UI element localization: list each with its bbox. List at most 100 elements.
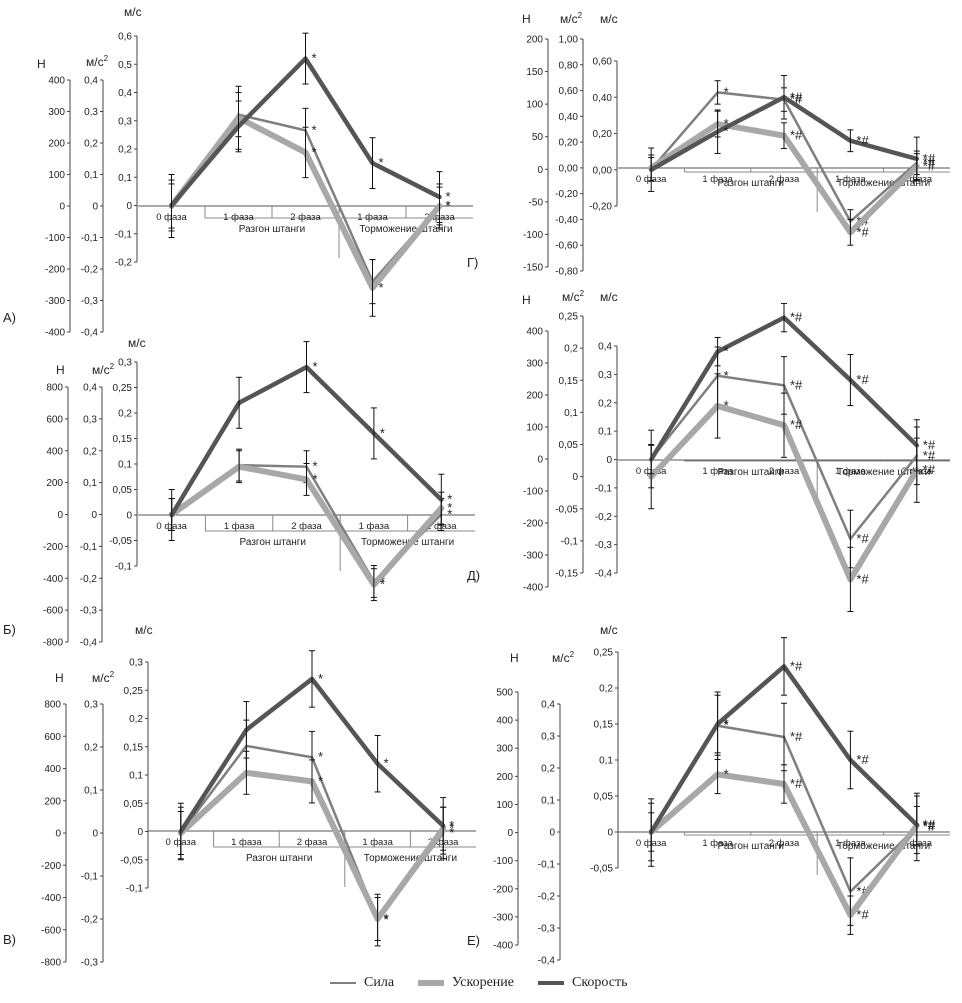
tick-label-a: -0,2 <box>81 915 99 926</box>
tick-label-a: 0,2 <box>84 139 98 150</box>
tick-label-a: 0,80 <box>559 60 579 71</box>
tick-label-N: 0 <box>537 165 543 176</box>
tick-label-a: 0,40 <box>559 112 579 123</box>
significance-mark-acceleration: * <box>447 500 452 515</box>
tick-label-N: 300 <box>48 107 65 118</box>
tick-label-N: -600 <box>41 925 61 936</box>
tick-label-v: -0,1 <box>595 483 613 494</box>
tick-label-N: -50 <box>529 197 544 208</box>
category-label: 1 фаза <box>702 838 733 849</box>
category-group-label: Торможение штанги <box>837 841 930 852</box>
axis-unit-a: м/с2 <box>552 650 575 665</box>
tick-label-a: 0,1 <box>541 796 555 807</box>
tick-label-N: -400 <box>45 328 65 339</box>
significance-mark-acceleration: *# <box>790 776 803 791</box>
category-label: 2 фаза <box>769 174 800 185</box>
chart-panel-2: 800 600 400 200 0 -200 -400 -600 -800 Н 0,4 0,3 0,2 0… <box>3 336 475 649</box>
category-group-label: Разгон штанги <box>718 467 784 478</box>
category-label: 1 фаза <box>835 838 866 849</box>
tick-label-v: 0,2 <box>599 684 613 695</box>
significance-mark-velocity: *# <box>856 372 869 387</box>
tick-label-N: -200 <box>41 861 61 872</box>
category-group-label: Разгон штанги <box>239 224 305 235</box>
tick-label-N: -300 <box>523 551 543 562</box>
tick-label-v: 0 <box>137 827 143 838</box>
category-group-label: Торможение штанги <box>364 853 457 864</box>
axis-unit-N: Н <box>510 651 519 665</box>
category-label: 1 фаза <box>357 212 388 223</box>
significance-mark-force: * <box>724 368 729 383</box>
tick-label-N: 400 <box>46 446 63 457</box>
tick-label-a: -0,3 <box>538 924 556 935</box>
significance-mark-velocity: * <box>446 189 451 204</box>
significance-mark-acceleration: *# <box>790 128 803 143</box>
significance-mark-velocity: * <box>384 756 389 771</box>
tick-label-a: -0,1 <box>561 536 579 547</box>
tick-label-a: 0,1 <box>564 408 578 419</box>
tick-label-a: 0,4 <box>541 700 555 711</box>
axis-unit-v: м/с <box>600 12 618 26</box>
legend-item-velocity: Скорость <box>537 975 627 991</box>
tick-label-a: -0,1 <box>538 860 556 871</box>
tick-label-N: 400 <box>48 76 65 87</box>
significance-mark-velocity: * <box>318 671 323 686</box>
tick-label-v: -0,4 <box>595 569 613 580</box>
figure-panels: 4003002001000-100-200-300-400Н0,40,30,20… <box>3 5 950 969</box>
axis-unit-a: м/с2 <box>562 289 585 304</box>
tick-label-a: -0,05 <box>555 504 578 515</box>
significance-mark-velocity: * <box>380 425 385 440</box>
tick-label-N: 0 <box>537 455 543 466</box>
significance-mark-force: * <box>724 84 729 99</box>
significance-mark-force: *# <box>856 531 869 546</box>
significance-mark-force: *# <box>790 377 803 392</box>
axis-unit-a: м/с2 <box>92 362 115 377</box>
panel-label: Д) <box>467 568 480 583</box>
significance-mark-velocity: * <box>724 124 729 139</box>
category-label: 2 фаза <box>297 837 328 848</box>
tick-label-v: 0 <box>607 828 613 839</box>
significance-mark-acceleration: * <box>318 773 323 788</box>
tick-label-a: -0,4 <box>538 956 556 967</box>
tick-label-N: -200 <box>45 265 65 276</box>
significance-mark-force: * <box>380 573 385 588</box>
tick-label-a: -0,3 <box>80 606 98 617</box>
axis-unit-v: м/с <box>135 623 153 637</box>
chart-panel-3: 800 600 400 200 0 -200 -400 -600 -800 Н 0,3 0,2 0,1 0… <box>3 623 476 969</box>
significance-mark-force: *# <box>923 819 936 834</box>
significance-mark-acceleration: * <box>379 280 384 295</box>
tick-label-v: -0,1 <box>126 884 144 895</box>
tick-label-N: 150 <box>526 67 543 78</box>
significance-mark-force: * <box>313 459 318 474</box>
significance-mark-acceleration: * <box>724 398 729 413</box>
tick-label-N: 0 <box>55 829 61 840</box>
tick-label-a: 0 <box>572 472 578 483</box>
tick-label-a: -0,1 <box>81 872 99 883</box>
tick-label-v: 0,1 <box>118 460 132 471</box>
significance-mark-velocity: *# <box>790 658 803 673</box>
legend-item-acceleration: Ускорение <box>418 975 514 991</box>
tick-label-a: 0 <box>91 510 97 521</box>
tick-label-N: 200 <box>48 139 65 150</box>
significance-mark-velocity: *# <box>790 89 803 104</box>
category-label: 1 фаза <box>224 521 255 532</box>
tick-label-a: -0,4 <box>80 638 98 649</box>
tick-label-N: -100 <box>493 856 513 867</box>
tick-label-a: 0,2 <box>541 764 555 775</box>
tick-label-v: -0,20 <box>589 202 612 213</box>
tick-label-N: 200 <box>526 391 543 402</box>
significance-mark-velocity: * <box>449 818 454 833</box>
tick-label-N: 400 <box>496 716 513 727</box>
significance-mark-velocity: * <box>379 155 384 170</box>
tick-label-v: 0,25 <box>594 648 614 659</box>
significance-mark-force: * <box>447 507 452 522</box>
tick-label-N: 500 <box>496 688 513 699</box>
tick-label-v: 0,2 <box>118 145 132 156</box>
category-group-label: Разгон штанги <box>240 537 306 548</box>
tick-label-a: -0,15 <box>555 569 578 580</box>
significance-mark-acceleration: * <box>313 471 318 486</box>
tick-label-a: -0,60 <box>555 241 578 252</box>
tick-label-v: 0,1 <box>118 173 132 184</box>
axis-unit-v: м/с <box>128 336 146 350</box>
significance-mark-force: * <box>384 912 389 927</box>
tick-label-N: -800 <box>43 638 63 649</box>
